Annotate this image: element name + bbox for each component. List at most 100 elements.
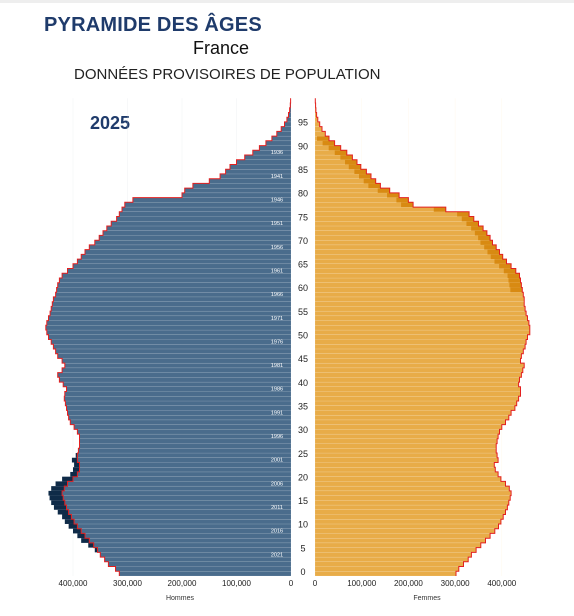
women-bar	[314, 202, 414, 208]
women-bar	[314, 367, 524, 373]
men-bar	[229, 164, 292, 170]
women-bar	[314, 230, 488, 236]
men-x-tick-label: 0	[289, 579, 294, 588]
birth-year-label: 2006	[271, 481, 283, 487]
men-bar	[46, 320, 292, 326]
women-excess-bar	[354, 169, 367, 174]
men-bar	[48, 315, 292, 321]
men-bar	[78, 448, 292, 454]
women-bar	[314, 467, 496, 473]
men-bar	[52, 301, 292, 307]
age-tick-label: 25	[298, 449, 308, 459]
women-bar	[314, 396, 519, 402]
women-bar	[314, 452, 498, 458]
women-bar	[314, 292, 524, 298]
men-bar	[77, 523, 292, 529]
women-x-tick-label: 400,000	[487, 579, 516, 588]
men-bar	[106, 225, 292, 231]
women-excess-bar	[507, 273, 520, 279]
women-bar	[314, 561, 464, 567]
women-bar	[314, 372, 522, 378]
men-bar	[77, 429, 292, 435]
women-excess-bar	[510, 287, 523, 293]
women-bar	[314, 462, 495, 468]
men-bar	[244, 154, 292, 160]
women-bar	[314, 235, 491, 241]
men-excess-bar	[88, 542, 94, 548]
men-bar	[79, 462, 292, 468]
men-bar	[108, 561, 292, 567]
birth-year-label: 2016	[271, 529, 283, 535]
data-caption: DONNÉES PROVISOIRES DE POPULATION	[74, 66, 381, 83]
men-bar	[184, 187, 292, 194]
men-x-tick-label: 400,000	[59, 579, 88, 588]
women-excess-bar	[480, 240, 493, 245]
men-bar	[62, 495, 292, 501]
men-excess-bar	[62, 476, 73, 482]
men-bar	[48, 334, 292, 340]
age-tick-label: 80	[298, 189, 308, 199]
women-bar	[314, 457, 499, 463]
birth-year-label: 1956	[271, 245, 283, 251]
women-bar	[314, 419, 506, 425]
women-excess-bar	[461, 216, 474, 222]
men-bar	[72, 476, 292, 482]
men-bar	[66, 405, 292, 411]
men-bar	[64, 485, 292, 492]
men-bar	[102, 230, 292, 236]
men-bar	[79, 438, 292, 444]
women-bar	[314, 296, 525, 302]
birth-year-label: 1946	[271, 198, 283, 204]
women-bar	[314, 476, 502, 482]
men-x-tick-label: 200,000	[168, 579, 197, 588]
women-bar	[314, 126, 323, 132]
age-tick-label: 45	[298, 354, 308, 364]
women-bar	[314, 216, 474, 222]
men-bar	[57, 353, 292, 359]
women-excess-bar	[322, 140, 335, 146]
age-tick-label: 5	[300, 543, 305, 553]
women-outline	[314, 98, 531, 576]
men-bar	[66, 386, 292, 392]
men-bar	[97, 547, 292, 553]
men-bar	[79, 467, 292, 473]
women-bar	[314, 249, 500, 255]
age-tick-label: 10	[298, 520, 308, 530]
women-excess-bar	[471, 225, 484, 231]
women-bar	[314, 348, 524, 354]
women-bar	[314, 320, 530, 326]
age-tick-label: 40	[298, 378, 308, 388]
men-bar	[77, 258, 292, 265]
women-bar	[314, 315, 528, 321]
women-excess-bar	[508, 278, 521, 283]
women-bar	[314, 381, 519, 388]
women-bar	[314, 244, 497, 250]
men-excess-bar	[68, 523, 78, 529]
women-excess-bar	[499, 263, 512, 269]
women-bar	[314, 131, 326, 137]
men-bar	[132, 197, 292, 203]
women-bar	[314, 500, 510, 506]
women-x-tick-label: 100,000	[347, 579, 376, 588]
women-bar	[314, 405, 516, 411]
women-bar	[314, 325, 531, 331]
men-outline	[45, 98, 292, 576]
age-tick-label: 75	[298, 212, 308, 222]
women-excess-bar	[487, 249, 500, 255]
men-bar	[119, 571, 292, 577]
men-bar	[77, 452, 292, 458]
year-label: 2025	[90, 113, 131, 133]
men-excess-bar	[81, 538, 90, 543]
women-bar	[314, 329, 531, 335]
men-bar	[56, 287, 292, 293]
birth-year-label: 1986	[271, 387, 283, 393]
men-bar	[51, 339, 292, 345]
men-bar	[61, 358, 292, 364]
women-bar	[314, 121, 320, 127]
women-bar	[314, 519, 502, 525]
men-excess-bar	[73, 528, 82, 534]
men-bar	[116, 216, 292, 222]
men-bar	[55, 348, 292, 354]
men-excess-bar	[77, 533, 85, 539]
birth-year-label: 1961	[271, 268, 283, 274]
